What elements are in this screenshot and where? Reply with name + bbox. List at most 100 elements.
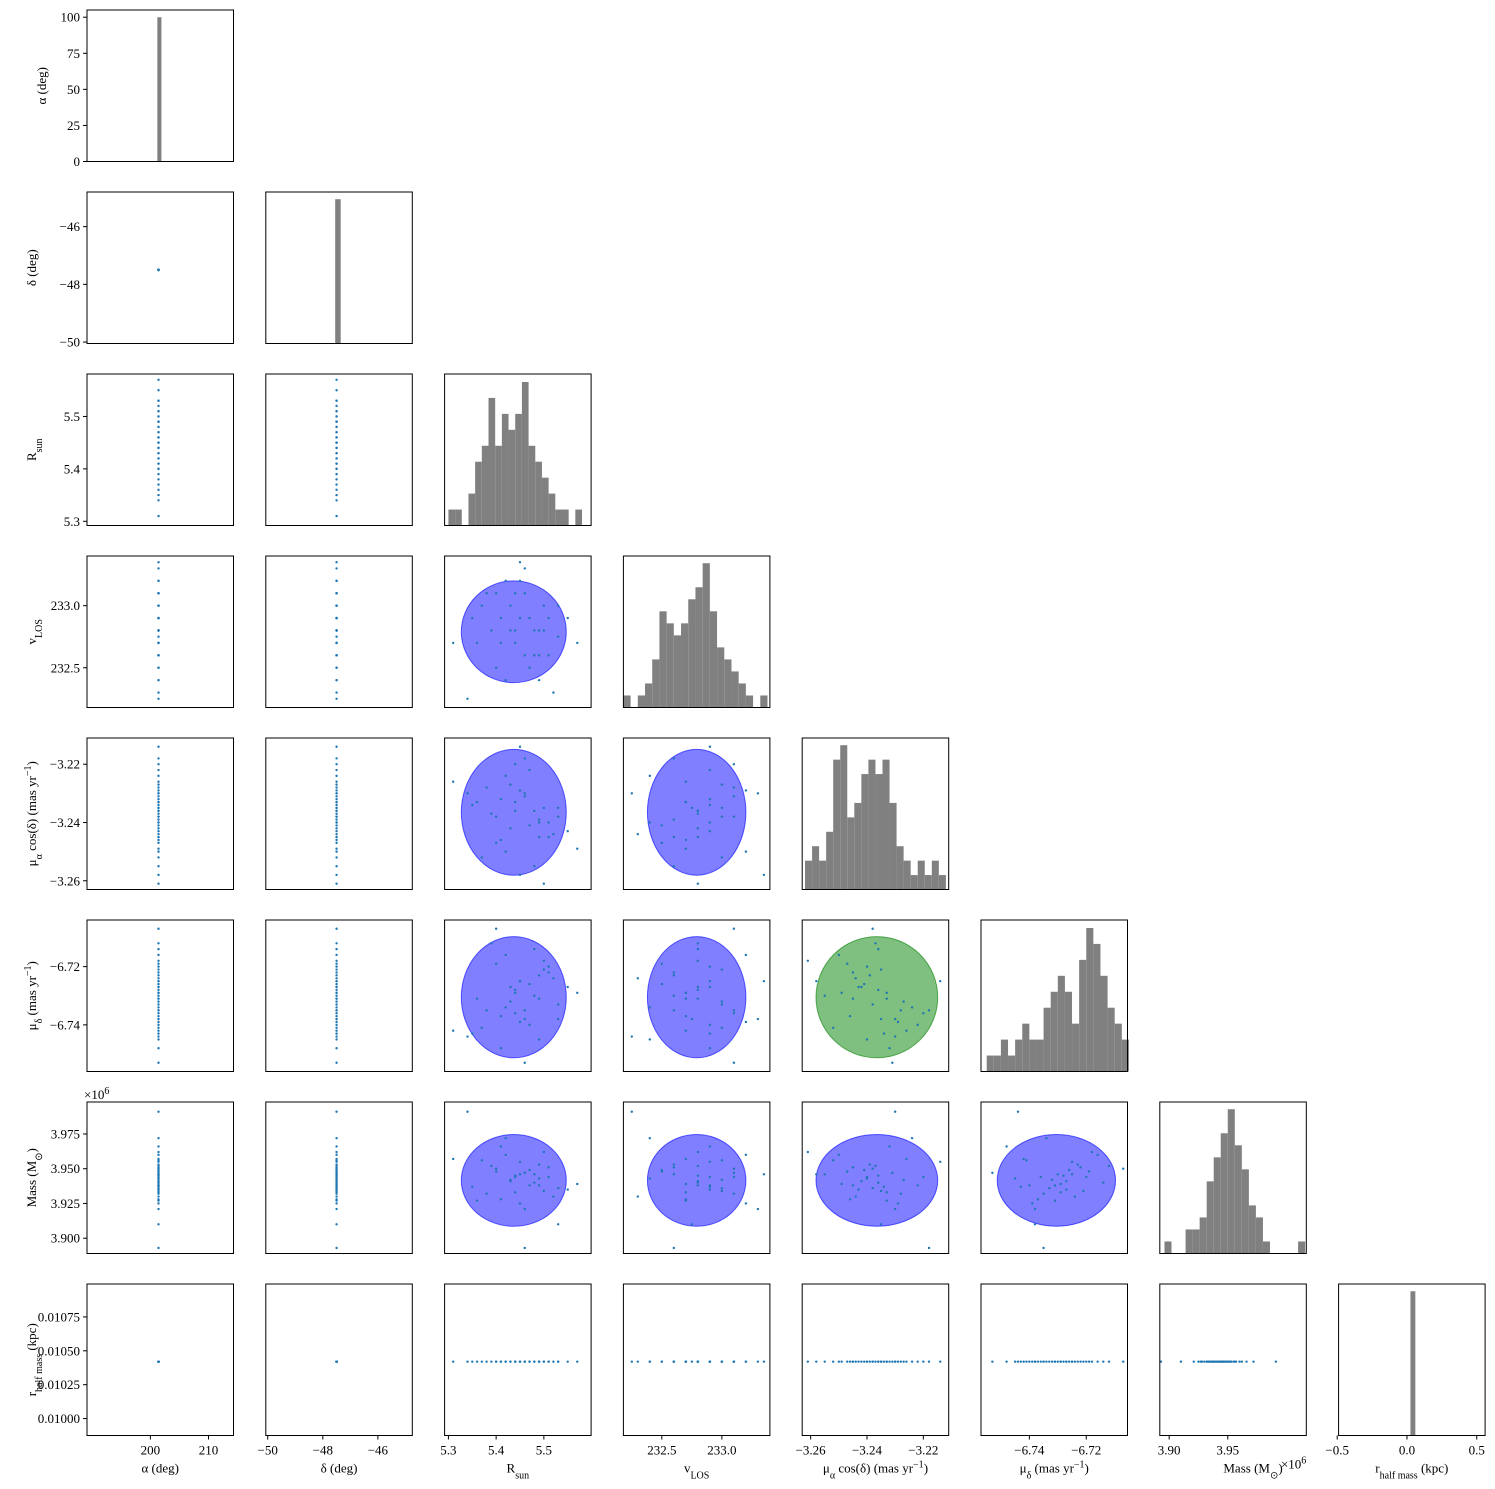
sample-point bbox=[899, 1192, 903, 1195]
sample-point bbox=[868, 974, 872, 977]
label-part: ) bbox=[924, 1461, 928, 1476]
sample-point bbox=[744, 953, 748, 957]
sample-point bbox=[528, 1360, 531, 1363]
sample-point bbox=[335, 942, 338, 945]
sample-point bbox=[1039, 1360, 1042, 1363]
label-part: α bbox=[34, 853, 45, 859]
sample-point bbox=[480, 1360, 484, 1363]
sample-point bbox=[1085, 1360, 1088, 1363]
sample-point bbox=[157, 1173, 160, 1176]
sample-point bbox=[672, 864, 676, 868]
sample-point bbox=[672, 757, 676, 760]
sample-point bbox=[490, 629, 493, 632]
sample-point bbox=[335, 1046, 338, 1050]
hist-bar bbox=[847, 817, 855, 890]
sample-point bbox=[1203, 1360, 1206, 1363]
sample-point bbox=[684, 1182, 688, 1186]
sample-point bbox=[335, 745, 338, 748]
sample-point bbox=[157, 697, 160, 701]
hist-bar bbox=[812, 846, 820, 890]
sample-point bbox=[335, 882, 338, 885]
label-part: α (deg) bbox=[34, 67, 49, 105]
sample-point bbox=[840, 991, 843, 995]
x-tick-label: 200 bbox=[141, 1443, 161, 1458]
y-tick-label: 25 bbox=[67, 118, 80, 133]
label-part: (mas yr bbox=[24, 975, 39, 1018]
x-axis-label: μα cos(δ) (mas yr−1) bbox=[823, 1459, 928, 1481]
sample-point bbox=[991, 1171, 994, 1175]
sample-point bbox=[466, 697, 469, 701]
covariance-ellipse bbox=[460, 748, 567, 876]
sample-point bbox=[523, 592, 526, 595]
sample-point bbox=[762, 1360, 766, 1363]
sample-point bbox=[868, 1163, 872, 1166]
sample-point bbox=[823, 994, 826, 997]
sample-point bbox=[485, 1009, 488, 1012]
label-part: half mass bbox=[34, 1354, 45, 1392]
hist-bar bbox=[709, 611, 718, 708]
sample-point bbox=[514, 629, 517, 632]
sample-point bbox=[157, 1006, 160, 1009]
panel-frame bbox=[265, 373, 413, 526]
sample-point bbox=[471, 1032, 474, 1035]
scatter-panel bbox=[622, 1283, 771, 1436]
x-tick-label: −3.24 bbox=[852, 1443, 883, 1458]
sample-point bbox=[1005, 1360, 1008, 1363]
sample-point bbox=[504, 850, 507, 853]
sample-point bbox=[1197, 1360, 1200, 1363]
sample-point bbox=[696, 1164, 700, 1168]
sample-point bbox=[335, 991, 338, 995]
sample-point bbox=[499, 641, 503, 645]
sample-point bbox=[335, 1017, 338, 1021]
sample-point bbox=[552, 691, 555, 694]
sample-point bbox=[865, 1175, 869, 1179]
hist-bar bbox=[1164, 1241, 1172, 1254]
sample-point bbox=[499, 797, 503, 801]
label-part: α (deg) bbox=[142, 1461, 180, 1476]
hist-bar bbox=[481, 445, 489, 526]
sample-point bbox=[1025, 1360, 1028, 1363]
hist-bar bbox=[1199, 1217, 1207, 1254]
sample-point bbox=[1073, 1360, 1077, 1363]
sample-point bbox=[708, 1188, 712, 1191]
sample-point bbox=[451, 780, 455, 783]
sample-point bbox=[518, 1173, 522, 1176]
sample-point bbox=[335, 410, 338, 413]
sample-point bbox=[840, 1182, 843, 1186]
sample-point bbox=[882, 1032, 886, 1035]
scatter-panel bbox=[86, 919, 234, 1072]
hist-bar bbox=[541, 477, 549, 526]
sample-point bbox=[504, 678, 507, 682]
histogram-panel bbox=[1159, 1101, 1307, 1254]
y-tick-label: −46 bbox=[60, 219, 81, 234]
sample-point bbox=[537, 1038, 541, 1041]
sample-point bbox=[335, 783, 338, 786]
sample-point bbox=[1070, 1173, 1074, 1176]
sample-point bbox=[475, 997, 479, 1000]
y-tick-label: 0.01075 bbox=[38, 1309, 80, 1324]
sample-point bbox=[335, 1029, 338, 1032]
sample-point bbox=[157, 514, 160, 518]
sample-point bbox=[523, 1009, 526, 1012]
sample-point bbox=[893, 1207, 897, 1211]
sample-point bbox=[708, 1160, 712, 1163]
sample-point bbox=[157, 579, 160, 583]
sample-point bbox=[566, 1188, 569, 1191]
covariance-ellipse bbox=[815, 1134, 939, 1227]
sample-point bbox=[335, 1159, 338, 1162]
sample-point bbox=[335, 1153, 338, 1157]
panel-frame bbox=[980, 1101, 1128, 1254]
sample-point bbox=[732, 1360, 736, 1363]
sample-point bbox=[879, 1223, 883, 1226]
sample-point bbox=[1087, 1360, 1091, 1363]
sample-point bbox=[696, 882, 700, 885]
sample-point bbox=[335, 488, 338, 492]
sample-point bbox=[1050, 1360, 1054, 1363]
sample-point bbox=[335, 1136, 338, 1140]
sample-point bbox=[862, 1168, 866, 1172]
y-tick-label: −6.74 bbox=[50, 1017, 81, 1032]
sample-point bbox=[684, 838, 688, 842]
sample-point bbox=[514, 988, 517, 992]
sample-point bbox=[157, 792, 160, 795]
sample-point bbox=[499, 616, 503, 620]
